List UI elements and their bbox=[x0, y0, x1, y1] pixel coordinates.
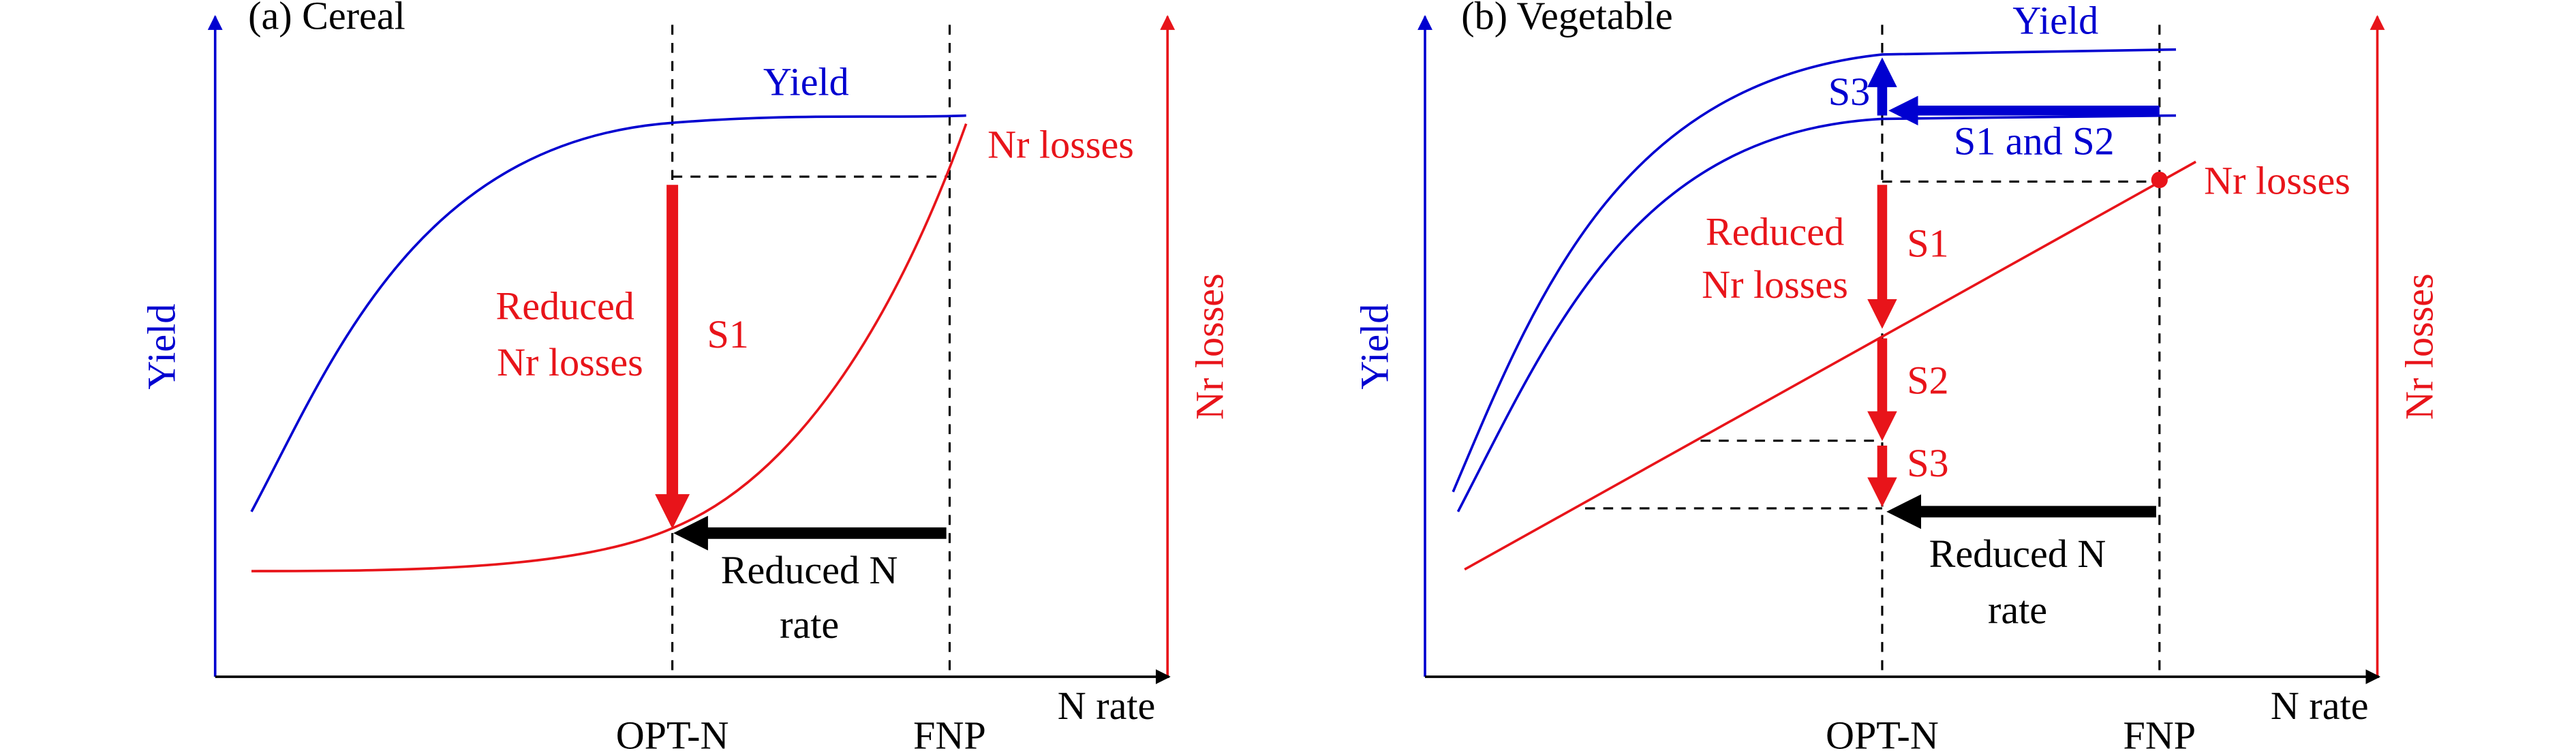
y2-axis-label: Nr losses bbox=[2397, 273, 2442, 420]
annotation: Reduced N bbox=[721, 548, 898, 592]
annotation: Nr losses bbox=[1702, 262, 1848, 307]
x-axis-label: N rate bbox=[2271, 684, 2369, 728]
y2-axis-label: Nr losses bbox=[1187, 273, 1231, 420]
annotation: Reduced bbox=[1706, 210, 1844, 254]
annotation: Yield bbox=[763, 59, 849, 104]
yield-curve bbox=[1456, 114, 2177, 512]
x-tick: FNP bbox=[2123, 713, 2196, 751]
yield-curve bbox=[250, 114, 966, 512]
annotation: S2 bbox=[1907, 358, 1948, 403]
yield-curve bbox=[1452, 48, 2177, 493]
annotation: rate bbox=[1988, 587, 2047, 632]
x-axis-label: N rate bbox=[1058, 684, 1156, 728]
x-tick: OPT-N bbox=[616, 713, 729, 751]
panel-b: (b) Vegetable Yield Nr losses N rate OPT… bbox=[1353, 0, 2442, 751]
panel-a: (a) Cereal Yield Nr losses N rate OPT-N … bbox=[139, 0, 1231, 751]
panel-title: (a) Cereal bbox=[248, 0, 405, 37]
y-axis-label: Yield bbox=[1353, 304, 1397, 390]
annotation: S3 bbox=[1828, 70, 1870, 114]
x-tick: FNP bbox=[913, 713, 986, 751]
annotation: Reduced bbox=[496, 284, 634, 328]
x-tick: OPT-N bbox=[1826, 713, 1939, 751]
nr-line bbox=[1464, 160, 2196, 571]
annotation: S1 bbox=[1907, 221, 1948, 266]
annotation: Reduced N bbox=[1929, 532, 2106, 576]
annotation: S1 and S2 bbox=[1954, 119, 2115, 163]
annotation: rate bbox=[780, 602, 839, 647]
fnp-point bbox=[2151, 171, 2168, 189]
y-axis-label: Yield bbox=[139, 304, 183, 390]
annotation: Nr losses bbox=[497, 340, 643, 384]
annotation: Yield bbox=[2012, 0, 2098, 43]
panel-title: (b) Vegetable bbox=[1461, 0, 1672, 37]
annotation: S1 bbox=[707, 312, 748, 356]
annotation: Nr losses bbox=[987, 122, 1134, 166]
annotation: S3 bbox=[1907, 441, 1948, 485]
annotation: Nr losses bbox=[2204, 159, 2350, 203]
